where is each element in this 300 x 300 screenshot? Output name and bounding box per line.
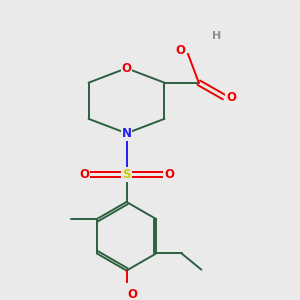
Text: O: O [164,168,174,181]
Text: O: O [226,91,236,103]
Text: O: O [176,44,186,57]
Text: O: O [79,168,89,181]
Text: O: O [127,288,137,300]
Text: O: O [122,62,131,75]
Text: N: N [122,127,131,140]
Text: H: H [212,31,221,41]
Text: S: S [122,168,131,181]
